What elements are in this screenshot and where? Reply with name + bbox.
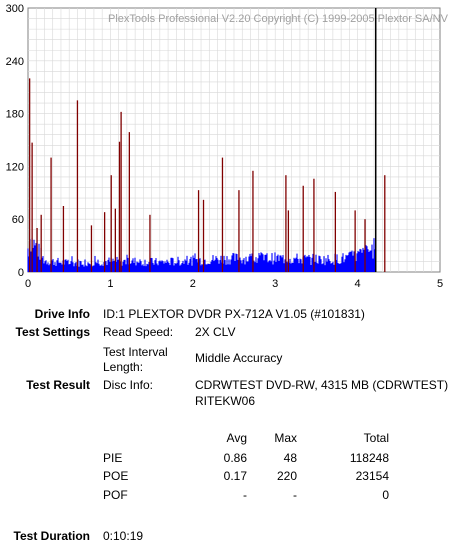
stats-row-avg: -: [243, 488, 247, 502]
read-speed-label: Read Speed:: [103, 325, 174, 339]
test-duration-label: Test Duration: [13, 529, 90, 543]
read-speed-value: 2X CLV: [195, 325, 236, 339]
y-tick-label: 300: [6, 3, 24, 15]
stats-row-total: 118248: [349, 451, 389, 465]
poe-series: [28, 78, 386, 272]
x-tick-label: 3: [272, 278, 278, 290]
x-tick-label: 0: [25, 278, 31, 290]
drive-info-value: ID:1 PLEXTOR DVDR PX-712A V1.05 (#101831…: [103, 307, 365, 321]
test-interval-label-line1: Test Interval: [103, 345, 168, 359]
disc-info-label: Disc Info:: [103, 378, 154, 392]
x-tick-label: 4: [355, 278, 361, 290]
grid: [28, 8, 440, 272]
y-tick-label: 60: [12, 214, 24, 226]
stats-row-total: 23154: [355, 469, 389, 483]
error-chart: PlexTools Professional V2.20 Copyright (…: [6, 3, 449, 290]
test-interval-label-line2: Length:: [103, 360, 144, 374]
stats-row-name: PIE: [103, 451, 123, 465]
stats-row-max: 48: [283, 451, 297, 465]
test-duration-value: 0:10:19: [103, 529, 144, 543]
chart-watermark: PlexTools Professional V2.20 Copyright (…: [108, 13, 449, 25]
stats-header-max: Max: [274, 431, 297, 445]
stats-row-avg: 0.17: [223, 469, 247, 483]
stats-header-total: Total: [363, 431, 389, 445]
stats-row-name: POF: [103, 488, 128, 502]
stats-row-name: POE: [103, 469, 129, 483]
drive-info-label: Drive Info: [34, 307, 90, 321]
stats-row-avg: 0.86: [223, 451, 247, 465]
y-tick-label: 0: [18, 267, 24, 279]
x-axis-ticks: 0 1 2 3 4 5: [25, 278, 443, 290]
stats-row-total: 0: [382, 488, 389, 502]
stats-row-max: -: [293, 488, 297, 502]
disc-info-value-line2: RITEKW06: [195, 394, 256, 408]
test-interval-value: Middle Accuracy: [195, 351, 283, 365]
stats-header-avg: Avg: [226, 431, 247, 445]
stats-row-max: 220: [276, 469, 297, 483]
x-tick-label: 5: [437, 278, 443, 290]
y-tick-label: 180: [6, 109, 24, 121]
y-tick-label: 240: [6, 56, 24, 68]
test-settings-label: Test Settings: [15, 325, 90, 339]
x-tick-label: 1: [107, 278, 113, 290]
x-tick-label: 2: [190, 278, 196, 290]
y-tick-label: 120: [6, 161, 24, 173]
test-result-label: Test Result: [26, 378, 90, 392]
disc-info-value-line1: CDRWTEST DVD-RW, 4315 MB (CDRWTEST): [195, 378, 449, 392]
y-axis-ticks: 0 60 120 180 240 300: [6, 3, 24, 279]
